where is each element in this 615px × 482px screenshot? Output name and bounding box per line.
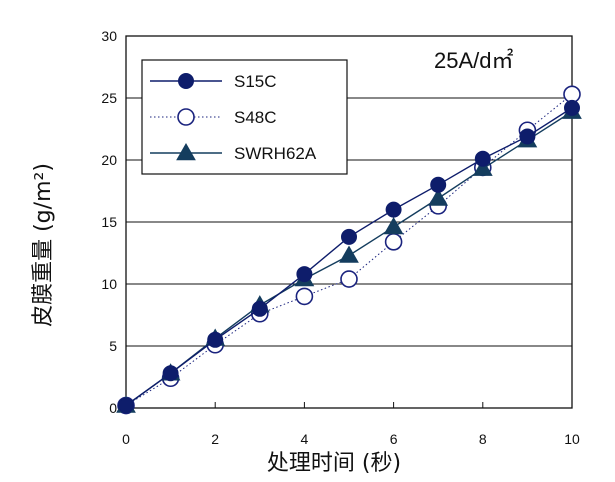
data-point-swrh62a-7: [428, 188, 449, 206]
legend: S15C S48C SWRH62A: [141, 59, 348, 175]
data-point-s15c-7: [430, 176, 447, 193]
y-tick-label-5: 5: [109, 338, 117, 354]
data-point-s15c-9: [519, 128, 536, 145]
data-point-s48c-6: [384, 233, 403, 251]
x-tick-label-0: 0: [122, 431, 130, 447]
x-tick-label-2: 2: [211, 431, 219, 447]
current-density-annotation: 25A/d㎡: [434, 48, 514, 73]
y-tick-label-30: 30: [101, 28, 117, 44]
data-point-s15c-0: [118, 397, 134, 414]
data-point-s15c-4: [296, 266, 313, 283]
data-point-s48c-4: [295, 287, 314, 306]
data-point-s15c-6: [385, 201, 402, 218]
y-tick-labels: 0 5 10 15 20 25 30: [101, 28, 117, 416]
legend-label-s48c: S48C: [234, 108, 277, 127]
y-tick-label-15: 15: [101, 214, 117, 230]
data-series: [116, 85, 582, 415]
x-tick-label-10: 10: [564, 431, 580, 447]
series-s15c: [118, 99, 580, 414]
legend-label-s15c: S15C: [234, 72, 277, 91]
plot-frame: [125, 35, 573, 409]
legend-items: S15C S48C SWRH62A: [150, 72, 317, 163]
legend-label-swrh62a: SWRH62A: [234, 144, 317, 163]
data-point-s48c-5: [340, 270, 358, 288]
data-point-s15c-1: [162, 365, 179, 382]
y-tick-label-0: 0: [109, 400, 117, 416]
x-tick-label-6: 6: [390, 431, 398, 447]
data-point-swrh62a-6: [383, 216, 404, 235]
x-tick-labels: 0 2 4 6 8 10: [122, 402, 580, 447]
legend-box: [141, 59, 348, 175]
series-line-s48c: [125, 93, 573, 406]
data-point-s15c-3: [251, 300, 268, 317]
data-point-s15c-10: [564, 99, 580, 116]
x-axis-title: 处理时间 (秒): [267, 451, 401, 476]
data-point-s15c-2: [207, 331, 224, 348]
legend-marker-s15c: [178, 73, 194, 89]
data-point-swrh62a-8: [472, 158, 493, 176]
y-tick-label-20: 20: [101, 152, 117, 168]
legend-item-swrh62a: SWRH62A: [150, 142, 317, 163]
y-tick-label-25: 25: [101, 90, 117, 106]
data-point-s15c-5: [341, 228, 357, 245]
legend-marker-swrh62a: [176, 142, 196, 161]
x-tick-label-8: 8: [479, 431, 487, 447]
data-point-s48c-10: [563, 85, 581, 104]
y-tick-label-10: 10: [101, 276, 117, 292]
data-point-swrh62a-5: [339, 245, 359, 263]
legend-marker-s48c: [177, 108, 195, 126]
y-axis-title: 皮膜重量 (g/m²): [31, 163, 56, 327]
legend-item-s48c: S48C: [150, 108, 277, 127]
legend-item-s15c: S15C: [150, 72, 277, 91]
data-point-s15c-8: [474, 150, 491, 167]
x-tick-label-4: 4: [301, 431, 309, 447]
